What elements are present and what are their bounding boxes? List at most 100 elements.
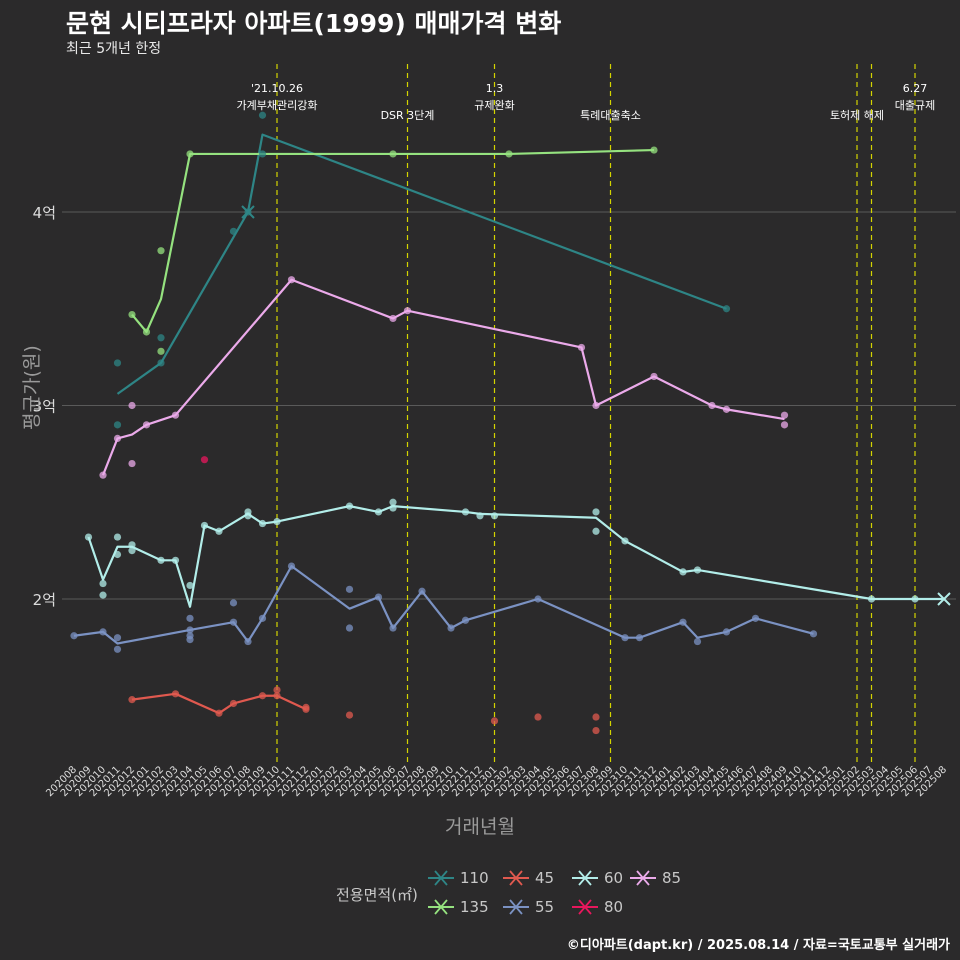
series-line-85	[101, 278, 785, 476]
data-point-135	[142, 328, 151, 336]
data-point-55	[186, 626, 194, 634]
data-point-55	[113, 634, 122, 642]
data-point-85	[128, 401, 136, 410]
legend-label: 80	[604, 898, 624, 916]
legend-label: 45	[535, 869, 555, 887]
data-point-85	[128, 459, 136, 468]
data-point-60	[128, 547, 136, 555]
data-point-85	[142, 421, 151, 429]
data-point-60	[99, 591, 107, 599]
legend-swatch	[503, 899, 529, 915]
data-point-45	[302, 703, 310, 711]
data-point-85	[403, 307, 412, 315]
series-points	[70, 111, 951, 735]
data-point-60	[389, 498, 397, 506]
x-axis-title: 거래년월	[445, 816, 515, 838]
data-point-135	[650, 146, 658, 154]
data-point-55	[113, 645, 122, 653]
data-point-60	[215, 527, 223, 535]
data-point-55	[186, 632, 194, 640]
data-point-55	[621, 634, 629, 642]
source-caption: ©디아파트(dapt.kr) / 2025.08.14 / 자료=국토교통부 실…	[566, 938, 950, 953]
data-point-60	[113, 533, 122, 541]
data-point-45	[592, 726, 600, 735]
event-label: 1.3 규제완화	[474, 82, 514, 112]
data-point-135	[389, 150, 397, 158]
data-point-55	[534, 595, 542, 603]
data-point-110	[258, 150, 267, 158]
data-point-135	[128, 310, 136, 319]
data-point-135	[157, 347, 165, 355]
data-point-110	[113, 359, 122, 367]
data-point-60	[258, 519, 267, 528]
event-label: 6.27 대출규제	[895, 82, 935, 112]
data-point-85	[650, 372, 658, 381]
data-point-110	[113, 421, 122, 429]
data-point-45	[258, 692, 267, 700]
data-point-110	[229, 227, 238, 235]
data-point-55	[809, 630, 818, 638]
data-point-60	[128, 541, 136, 549]
data-point-110	[157, 334, 165, 342]
data-point-55	[258, 614, 267, 622]
data-point-85	[577, 343, 586, 352]
data-point-135	[186, 150, 194, 158]
data-point-55	[99, 628, 107, 636]
data-point-55	[374, 593, 383, 601]
data-point-55	[229, 618, 238, 626]
legend-label: 135	[460, 898, 489, 916]
data-point-85	[171, 411, 180, 419]
legend-label: 110	[460, 869, 489, 887]
x-axis-ticks: 2020082020092020102020112020122021012021…	[44, 764, 949, 799]
chart-title: 문현 시티프라자 아파트(1999) 매매가격 변화	[66, 9, 562, 38]
legend-swatch	[572, 899, 598, 915]
data-point-60	[157, 556, 165, 564]
data-point-60	[186, 581, 194, 590]
data-point-60	[345, 502, 354, 510]
data-point-110	[722, 305, 731, 313]
data-point-85	[99, 471, 107, 479]
legend-swatch	[428, 870, 454, 886]
data-point-85	[708, 401, 716, 410]
data-point-85	[780, 411, 789, 419]
data-point-60	[244, 508, 252, 516]
data-point-45	[229, 699, 238, 708]
data-point-55	[751, 614, 760, 622]
data-point-45	[273, 692, 281, 700]
data-point-55	[244, 637, 252, 646]
event-label: '21.10.26 가계부채관리강화	[237, 82, 318, 112]
y-axis-ticks: 2억 3억 4억	[33, 204, 56, 609]
data-point-55	[693, 637, 702, 646]
data-point-55	[186, 614, 194, 622]
y-tick-label: 3억	[33, 398, 56, 416]
last-point-marker-60	[937, 592, 951, 606]
data-point-60	[461, 508, 470, 516]
data-point-60	[621, 537, 629, 545]
data-point-60	[200, 521, 209, 530]
legend-swatch	[572, 870, 598, 886]
data-point-85	[780, 421, 789, 429]
data-point-55	[345, 624, 354, 632]
legend-swatch	[428, 899, 454, 915]
data-point-45	[171, 690, 180, 698]
y-axis-title: 평균가(원)	[21, 345, 43, 430]
series-line-110	[116, 133, 727, 395]
data-point-60	[693, 566, 702, 574]
data-point-60	[389, 504, 397, 512]
data-point-60	[171, 556, 180, 564]
data-point-60	[273, 518, 281, 526]
data-point-85	[722, 405, 731, 413]
data-point-55	[461, 616, 470, 624]
event-label: 토허제 해제	[830, 108, 884, 122]
y-tick-label: 4억	[33, 204, 56, 222]
data-point-85	[287, 276, 296, 284]
data-point-60	[867, 595, 876, 603]
data-point-60	[911, 595, 919, 603]
data-point-45	[534, 713, 542, 721]
data-point-45	[345, 711, 354, 719]
data-point-135	[157, 247, 165, 255]
data-point-55	[722, 628, 731, 636]
y-tick-label: 2억	[33, 591, 56, 609]
series-lines	[73, 133, 944, 715]
